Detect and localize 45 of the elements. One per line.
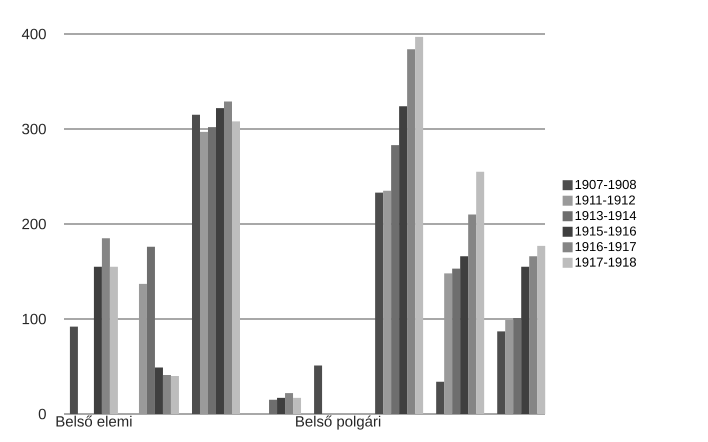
bar [383, 190, 392, 414]
bar [102, 238, 110, 414]
bar [154, 367, 163, 414]
legend-label: 1911-1912 [576, 195, 635, 205]
bar [200, 132, 208, 414]
legend-label: 1917-1918 [576, 258, 636, 267]
bar [138, 284, 147, 414]
bar [476, 172, 484, 414]
y-tick-label: 400 [22, 28, 46, 40]
bar [537, 246, 546, 414]
y-tick-label: 0 [38, 408, 46, 420]
bar [162, 375, 171, 414]
bar [436, 382, 444, 414]
bar [216, 108, 224, 414]
bar [293, 398, 302, 414]
bar [521, 266, 530, 414]
x-tick-label: Belső polgári [296, 416, 380, 430]
legend-label: 1913-1914 [576, 210, 636, 220]
y-tick-label: 300 [22, 124, 46, 134]
bar [277, 398, 286, 414]
bar [497, 331, 506, 414]
bar [399, 106, 408, 414]
bar [170, 376, 179, 414]
x-tick-label: Belső elemi [56, 416, 132, 427]
bar [444, 273, 452, 414]
bar [468, 214, 476, 414]
bar [529, 256, 538, 414]
bar [110, 266, 118, 414]
bar [192, 114, 200, 414]
bar [94, 266, 102, 414]
legend-label: 1915-1916 [576, 226, 636, 236]
y-tick-label: 100 [22, 314, 46, 324]
bar [375, 192, 384, 414]
bar [314, 366, 322, 414]
bar [505, 320, 514, 414]
bar [415, 36, 424, 414]
bar [407, 49, 416, 414]
legend-label: 1916-1917 [576, 242, 636, 252]
bar [232, 121, 240, 414]
bar [285, 393, 294, 414]
y-tick-label: 200 [22, 218, 46, 230]
bar [224, 101, 232, 414]
bar [70, 326, 78, 414]
bar [460, 256, 468, 414]
legend-label: 1907-1908 [576, 180, 636, 190]
